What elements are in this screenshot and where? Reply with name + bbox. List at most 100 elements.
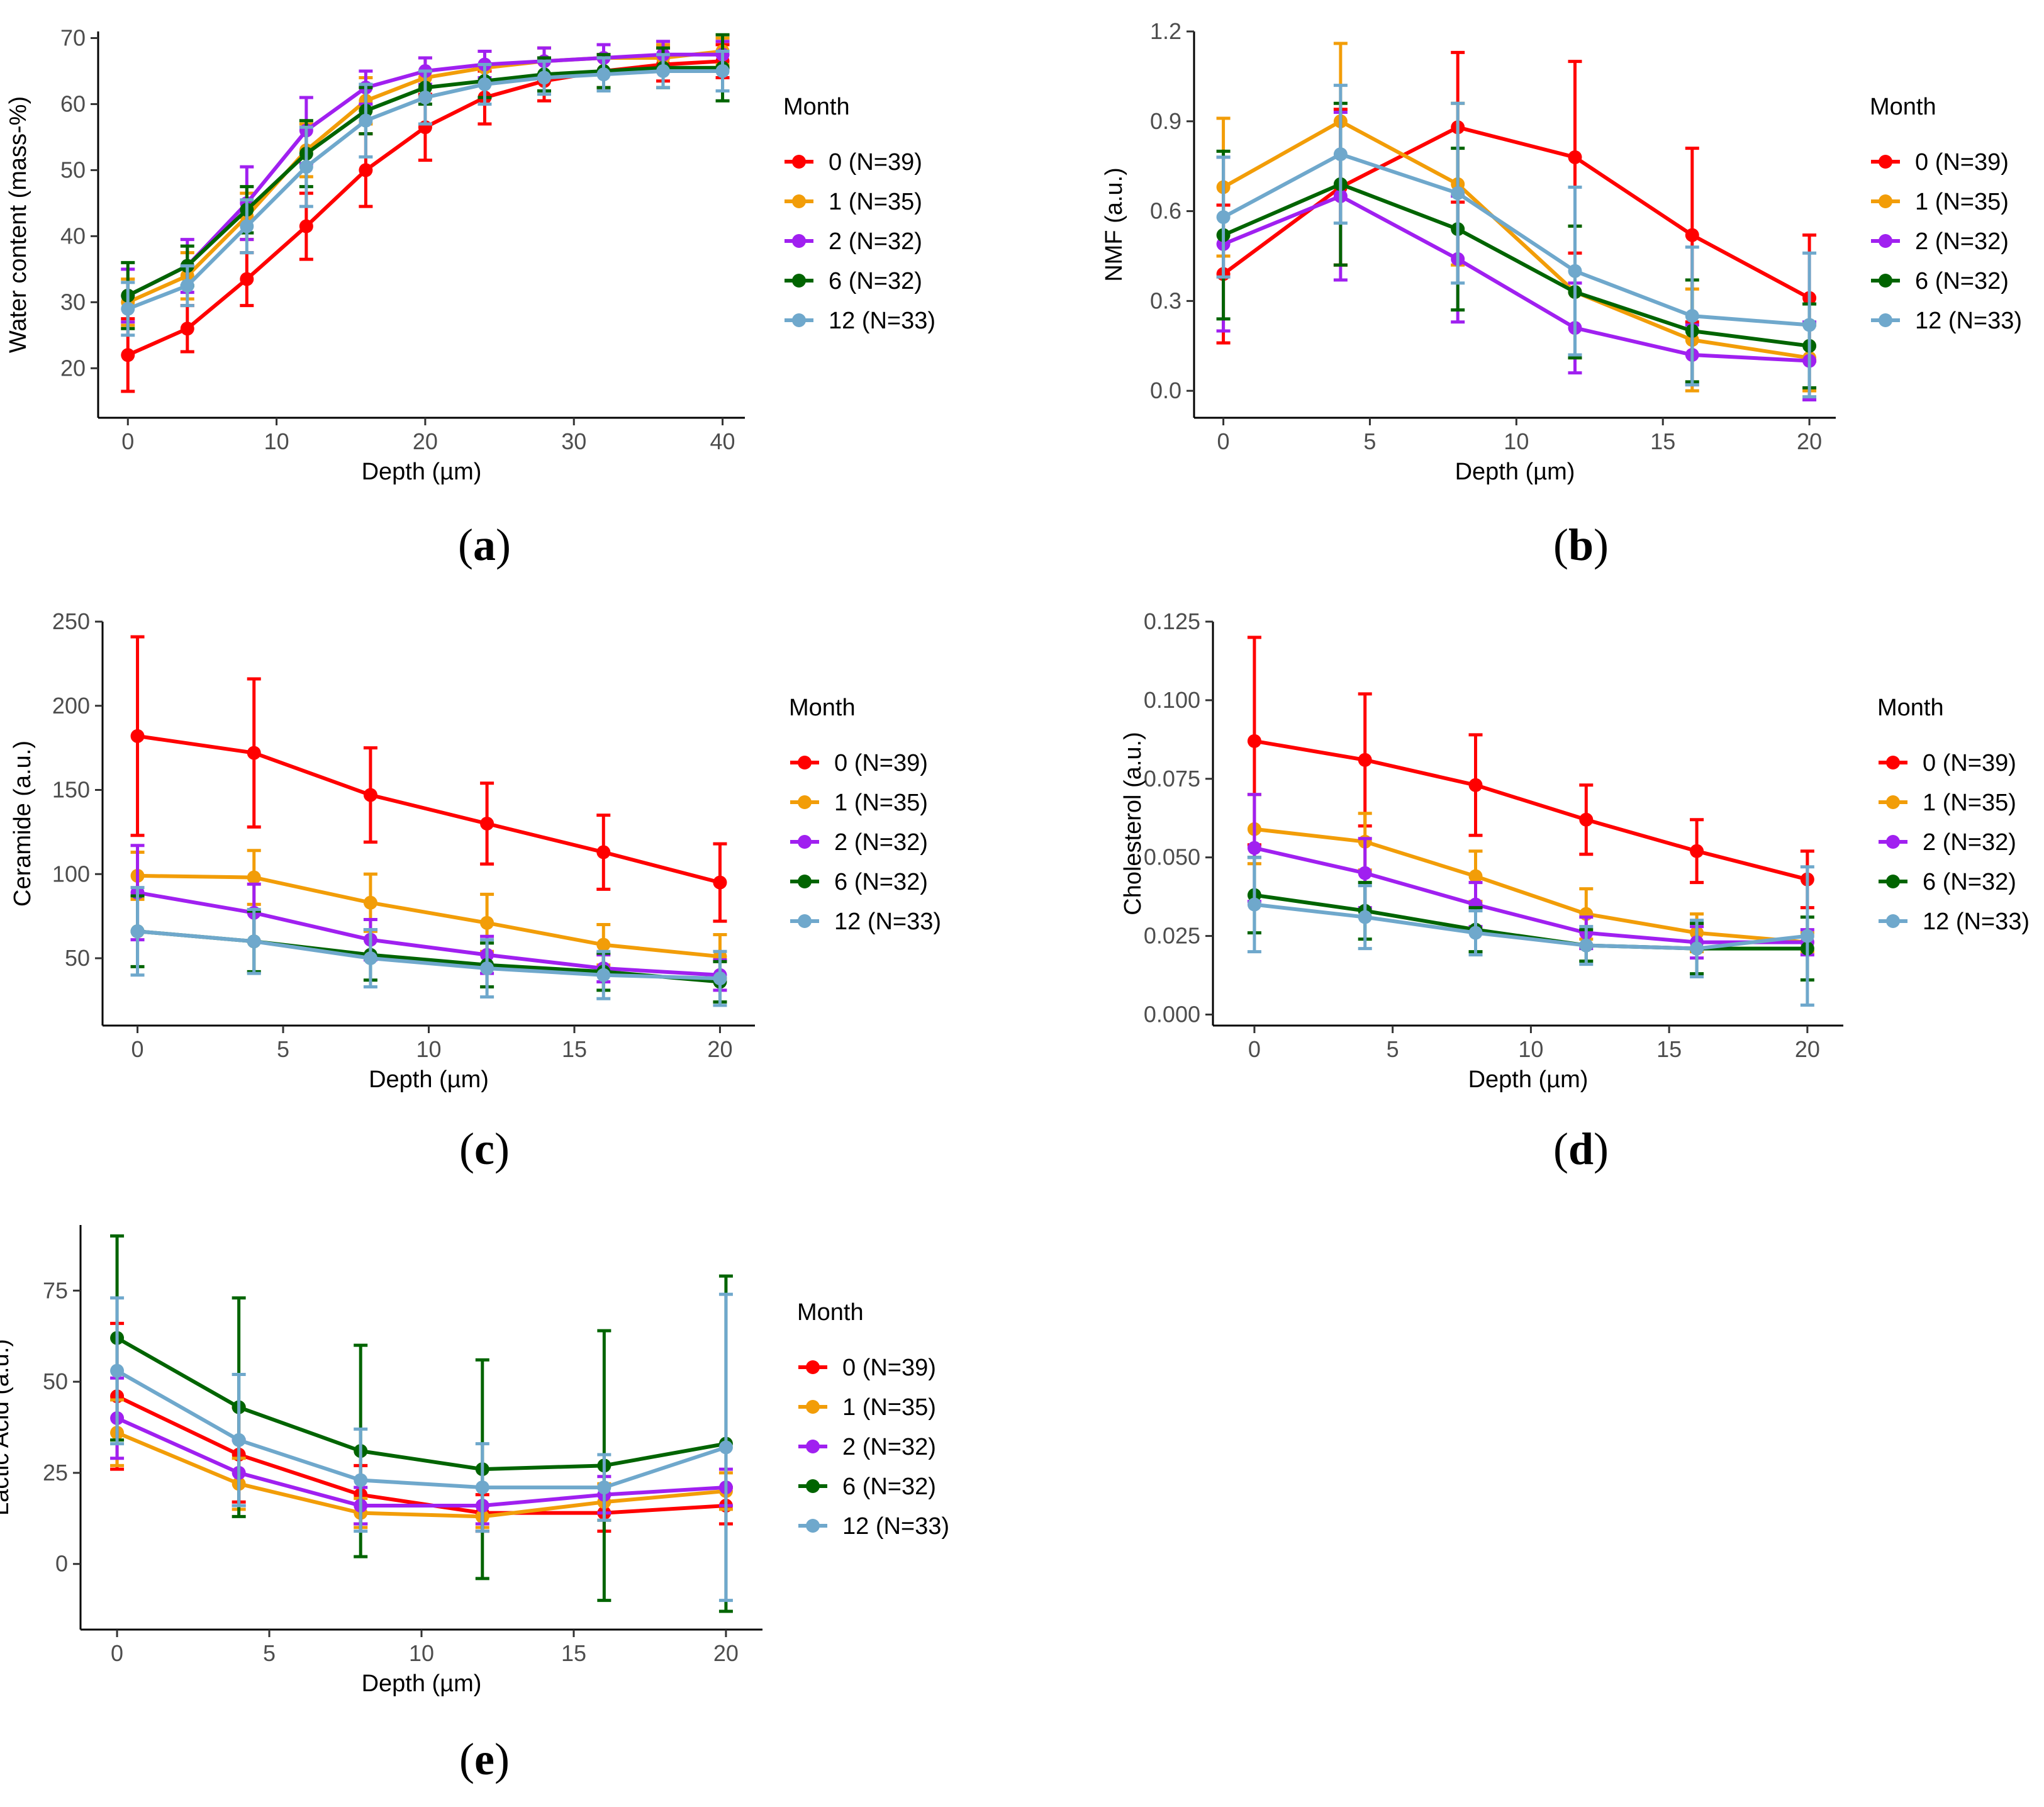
data-point <box>1568 264 1582 278</box>
data-point <box>1358 910 1372 924</box>
y-tick-label: 20 <box>60 355 86 381</box>
data-point <box>1247 734 1261 748</box>
chart-panel-d: 0 5 10 15 20 0.000 0.025 0.050 0.075 0.100 0.125 De… <box>1120 608 2030 1174</box>
data-point <box>232 1433 246 1447</box>
x-tick-label: 10 <box>409 1640 434 1666</box>
data-point <box>354 1473 368 1487</box>
data-point <box>121 348 135 362</box>
legend-label: 0 (N=39) <box>829 149 922 176</box>
data-point <box>1451 186 1465 201</box>
series-1 <box>1216 42 1817 393</box>
data-point <box>713 875 727 890</box>
y-tick-label: 75 <box>43 1277 68 1303</box>
legend-label: 1 (N=35) <box>829 189 922 215</box>
legend-key-point <box>806 1519 820 1533</box>
series-2 <box>1247 793 1814 960</box>
y-axis-title: Ceramide (a.u.) <box>9 741 36 907</box>
legend-key-point <box>792 234 806 248</box>
legend: Month 0 (N=39) 1 (N=35) 2 (N=32) 6 (N=32) 12 … <box>783 94 935 334</box>
legend-key-point <box>1879 274 1892 288</box>
legend-label: 12 (N=33) <box>1923 909 2030 935</box>
data-point <box>1690 941 1704 956</box>
x-tick-label: 40 <box>710 428 735 454</box>
y-tick-label: 0.000 <box>1144 1002 1200 1027</box>
y-tick-label: 30 <box>60 289 86 315</box>
legend-key-point <box>806 1360 820 1374</box>
data-point <box>1247 841 1261 855</box>
series-line <box>1254 902 1808 951</box>
y-tick-label: 0.075 <box>1144 766 1200 792</box>
panel-label: (e) <box>459 1734 510 1784</box>
y-tick-label: 0.9 <box>1150 108 1181 134</box>
y-tick-label: 0.3 <box>1150 288 1181 313</box>
series-2 <box>1216 111 1817 401</box>
data-point <box>247 870 261 885</box>
legend-key-point <box>806 1479 820 1493</box>
legend-key-point <box>798 795 812 809</box>
legend-title: Month <box>1870 94 1936 120</box>
y-tick-label: 60 <box>60 91 86 116</box>
x-tick-label: 5 <box>263 1640 276 1666</box>
data-point <box>480 817 494 831</box>
series-line <box>1254 739 1808 881</box>
x-tick-label: 5 <box>1363 428 1376 454</box>
series-4 <box>1247 856 1814 1007</box>
data-point <box>1802 318 1817 332</box>
legend-label: 12 (N=33) <box>1915 308 2022 334</box>
y-tick-label: 0.6 <box>1150 198 1181 224</box>
legend-label: 6 (N=32) <box>1923 869 2016 895</box>
x-tick-label: 0 <box>131 1036 144 1062</box>
data-point <box>247 746 261 760</box>
legend-label: 12 (N=33) <box>842 1513 949 1540</box>
data-point <box>713 971 727 986</box>
series-4 <box>130 886 727 1007</box>
legend-label: 12 (N=33) <box>834 909 941 935</box>
series-line <box>116 1336 727 1472</box>
data-point <box>596 937 611 952</box>
x-tick-label: 15 <box>1650 428 1675 454</box>
y-tick-label: 0.025 <box>1144 923 1200 949</box>
data-point <box>1800 929 1814 943</box>
y-axis-title: Water content (mass-%) <box>5 96 31 353</box>
x-tick-label: 10 <box>1504 428 1529 454</box>
legend: Month 0 (N=39) 1 (N=35) 2 (N=32) 6 (N=32) 12 … <box>789 695 941 935</box>
data-point <box>180 322 194 336</box>
legend-label: 2 (N=32) <box>842 1434 936 1460</box>
legend-label: 6 (N=32) <box>834 869 928 895</box>
data-point <box>1579 938 1594 953</box>
series-4 <box>110 1292 733 1603</box>
data-point <box>418 90 432 104</box>
x-tick-label: 20 <box>1797 428 1822 454</box>
legend-title: Month <box>1877 695 1944 721</box>
x-tick-label: 15 <box>561 1640 586 1666</box>
series-line <box>1222 152 1810 327</box>
legend-key-point <box>792 155 806 169</box>
chart-panel-e: 0 5 10 15 20 0 25 50 75 Depth (µm) Lactic Acid (a.… <box>0 1225 949 1784</box>
x-tick-label: 20 <box>1795 1036 1820 1062</box>
x-tick-label: 20 <box>713 1640 739 1666</box>
legend-label: 1 (N=35) <box>1915 189 2009 215</box>
legend-key-point <box>1886 795 1900 809</box>
data-point <box>130 729 145 743</box>
legend-key-point <box>792 194 806 208</box>
data-point <box>715 64 730 78</box>
data-point <box>1216 210 1231 225</box>
y-tick-label: 0.0 <box>1150 378 1181 403</box>
data-point <box>110 1363 125 1378</box>
data-point <box>1247 897 1261 912</box>
series-line <box>116 1394 727 1515</box>
data-point <box>299 160 313 174</box>
y-tick-label: 40 <box>60 223 86 249</box>
x-tick-label: 0 <box>1248 1036 1261 1062</box>
legend-label: 0 (N=39) <box>842 1355 936 1381</box>
x-axis-title: Depth (µm) <box>1455 459 1575 485</box>
y-tick-label: 0 <box>55 1551 68 1577</box>
series-line <box>1222 125 1811 300</box>
x-axis-title: Depth (µm) <box>362 1670 482 1697</box>
chart-panel-c: 0 5 10 15 20 50 100 150 200 250 Depth (µm) Ceramide… <box>9 608 941 1174</box>
legend: Month 0 (N=39) 1 (N=35) 2 (N=32) 6 (N=32) 12 … <box>797 1299 949 1540</box>
legend-key-point <box>1886 914 1900 928</box>
series-line <box>137 873 720 959</box>
series-line <box>1254 827 1808 944</box>
